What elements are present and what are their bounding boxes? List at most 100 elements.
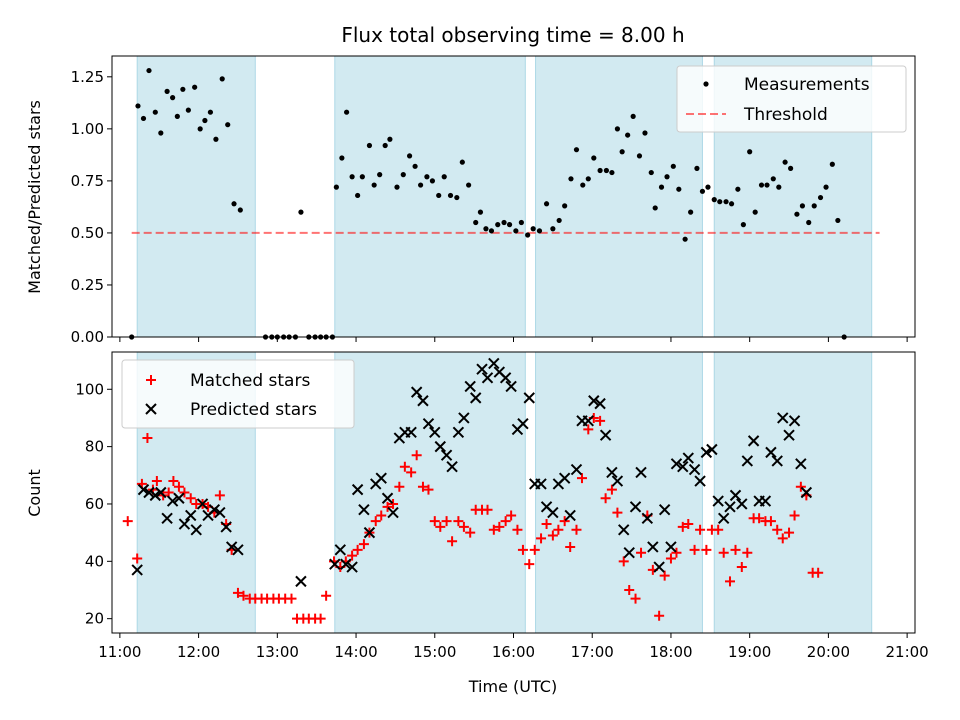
- ratio-s0-point-111: [794, 211, 800, 217]
- counts-ytick-label-2: 60: [85, 495, 104, 513]
- ratio-s0-point-26: [298, 209, 304, 215]
- ratio-ytick-label-5: 1.25: [71, 68, 104, 86]
- counts-s1-point-63: [588, 395, 600, 407]
- counts-s0-point-75: [565, 541, 576, 552]
- counts-s0-point-65: [506, 510, 517, 521]
- counts-s0-point-5: [151, 476, 162, 487]
- counts-s1-point-13: [208, 503, 221, 516]
- ratio-s0-point-87: [652, 205, 658, 211]
- counts-s0-point-39: [352, 544, 363, 555]
- ratio-s0-point-99: [723, 199, 729, 205]
- counts-s1-point-62: [582, 415, 594, 427]
- counts-s1-point-85: [717, 512, 730, 525]
- counts-s0-point-100: [713, 524, 724, 535]
- ratio-s0-point-12: [197, 126, 203, 132]
- counts-s0-point-101: [718, 547, 729, 558]
- ratio-s0-point-37: [359, 174, 365, 180]
- ratio-s0-point-74: [580, 182, 586, 188]
- ratio-s0-point-61: [501, 219, 507, 226]
- counts-s1-point-67: [611, 475, 624, 487]
- counts-s0-point-49: [411, 450, 422, 461]
- counts-s1-point-45: [481, 372, 494, 384]
- counts-s1-point-58: [558, 472, 571, 484]
- ratio-s0-point-59: [488, 228, 495, 234]
- ratio-s0-point-15: [213, 136, 219, 142]
- ratio-panel-marks: [129, 67, 880, 340]
- ratio-s0-point-112: [799, 203, 806, 209]
- ratio-s0-point-6: [164, 88, 170, 94]
- counts-s0-point-97: [695, 524, 706, 535]
- counts-s1-point-43: [470, 392, 482, 404]
- counts-s0-point-11: [185, 493, 196, 504]
- y-axis-label-ratio: Matched/Predicted stars: [25, 100, 44, 294]
- counts-s1-point-95: [777, 412, 789, 424]
- xtick-label-5: 16:00: [492, 643, 535, 661]
- counts-s0-point-111: [777, 533, 788, 544]
- counts-s1-point-35: [422, 417, 435, 430]
- ratio-s0-point-65: [525, 232, 531, 238]
- ratio-s0-point-1: [135, 103, 141, 109]
- ratio-s0-point-41: [382, 142, 388, 149]
- ratio-s0-point-115: [817, 194, 824, 201]
- counts-s0-point-114: [795, 481, 806, 492]
- counts-s0-point-33: [315, 613, 326, 624]
- counts-s0-point-80: [595, 415, 606, 426]
- counts-s0-point-82: [606, 484, 617, 495]
- ratio-s0-point-50: [436, 192, 442, 199]
- counts-s1-point-28: [381, 492, 394, 504]
- counts-s1-point-77: [670, 458, 683, 470]
- ratio-s0-point-38: [366, 142, 373, 149]
- ratio-s0-point-10: [185, 107, 191, 113]
- counts-s1-point-25: [363, 526, 376, 539]
- counts-s1-point-98: [795, 458, 807, 470]
- counts-s1-point-0: [131, 564, 143, 576]
- ratio-s0-point-76: [591, 155, 597, 161]
- counts-s0-point-105: [742, 547, 753, 558]
- counts-s1-point-21: [340, 558, 352, 570]
- counts-s1-point-18: [295, 575, 307, 588]
- xtick-label-7: 18:00: [649, 643, 692, 661]
- counts-s0-point-20: [238, 590, 249, 601]
- ratio-s0-point-97: [711, 197, 717, 203]
- ratio-s0-point-60: [495, 222, 501, 228]
- ratio-s0-point-9: [180, 86, 186, 92]
- counts-s1-point-39: [446, 460, 458, 473]
- counts-s1-point-78: [677, 460, 689, 473]
- ratio-s0-point-105: [758, 182, 765, 188]
- counts-s0-point-102: [724, 576, 735, 587]
- counts-s1-point-34: [417, 395, 429, 407]
- ratio-s0-point-39: [371, 182, 377, 188]
- legend-predicted-label: Predicted stars: [190, 400, 317, 420]
- ratio-s0-point-100: [728, 201, 735, 207]
- counts-s0-point-92: [665, 553, 676, 564]
- counts-s1-point-14: [214, 506, 226, 519]
- xtick-label-4: 15:00: [413, 643, 456, 661]
- counts-s1-point-79: [682, 452, 694, 464]
- ratio-s0-point-40: [377, 172, 383, 178]
- counts-s1-point-74: [653, 561, 665, 573]
- legend-matched-label: Matched stars: [190, 371, 310, 391]
- counts-s0-point-95: [683, 519, 694, 530]
- xtick-label-2: 13:00: [256, 643, 299, 661]
- legend-ratio-frame: [676, 65, 907, 133]
- ratio-s0-point-34: [344, 109, 350, 115]
- counts-s1-point-22: [346, 561, 358, 573]
- counts-s1-point-70: [629, 501, 642, 513]
- counts-s1-point-38: [440, 449, 453, 461]
- axes: 0.00 0.25 0.50 0.75 1.00 1.25 20 40 60 80 100 11:00…: [71, 55, 929, 661]
- counts-s0-point-48: [406, 467, 417, 478]
- counts-s1-point-59: [564, 509, 576, 522]
- ratio-s0-point-36: [355, 192, 361, 199]
- xtick-label-6: 17:00: [571, 643, 614, 661]
- counts-s0-point-77: [576, 473, 587, 484]
- counts-s1-point-8: [178, 518, 191, 530]
- counts-s0-point-8: [168, 476, 179, 487]
- counts-s1-point-83: [706, 443, 718, 456]
- counts-s1-point-76: [665, 541, 677, 553]
- ratio-ytick-label-0: 0.00: [71, 328, 104, 346]
- counts-s0-point-86: [630, 593, 641, 604]
- ratio-s0-point-84: [636, 153, 643, 159]
- counts-s0-point-72: [547, 530, 558, 541]
- counts-s1-point-20: [334, 544, 347, 556]
